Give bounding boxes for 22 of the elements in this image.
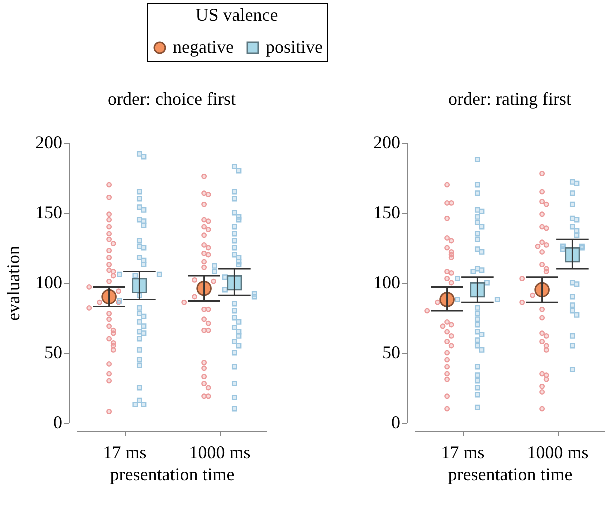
y-axis-title: evaluation [4, 246, 24, 321]
y-tick-label: 200 [36, 132, 62, 152]
x-tick-label: 1000 ms [527, 442, 589, 462]
legend-label: negative [173, 37, 234, 57]
y-tick-label: 0 [392, 412, 400, 432]
y-tick-label: 0 [54, 412, 62, 432]
x-tick-label: 17 ms [441, 442, 485, 462]
legend-title: US valence [196, 5, 278, 25]
y-tick-label: 50 [44, 342, 62, 362]
y-tick-label: 100 [36, 272, 62, 292]
y-tick-label: 50 [382, 342, 400, 362]
x-axis-title: presentation time [110, 464, 235, 484]
x-tick-label: 1000 ms [189, 442, 251, 462]
x-axis-title: presentation time [448, 464, 573, 484]
chart-title: order: choice first [108, 89, 236, 109]
y-tick-label: 100 [374, 272, 400, 292]
y-tick-label: 150 [36, 202, 62, 222]
y-tick-label: 150 [374, 202, 400, 222]
legend-label: positive [266, 37, 324, 57]
y-tick-label: 200 [374, 132, 400, 152]
x-tick-label: 17 ms [103, 442, 147, 462]
chart-title: order: rating first [448, 89, 572, 109]
